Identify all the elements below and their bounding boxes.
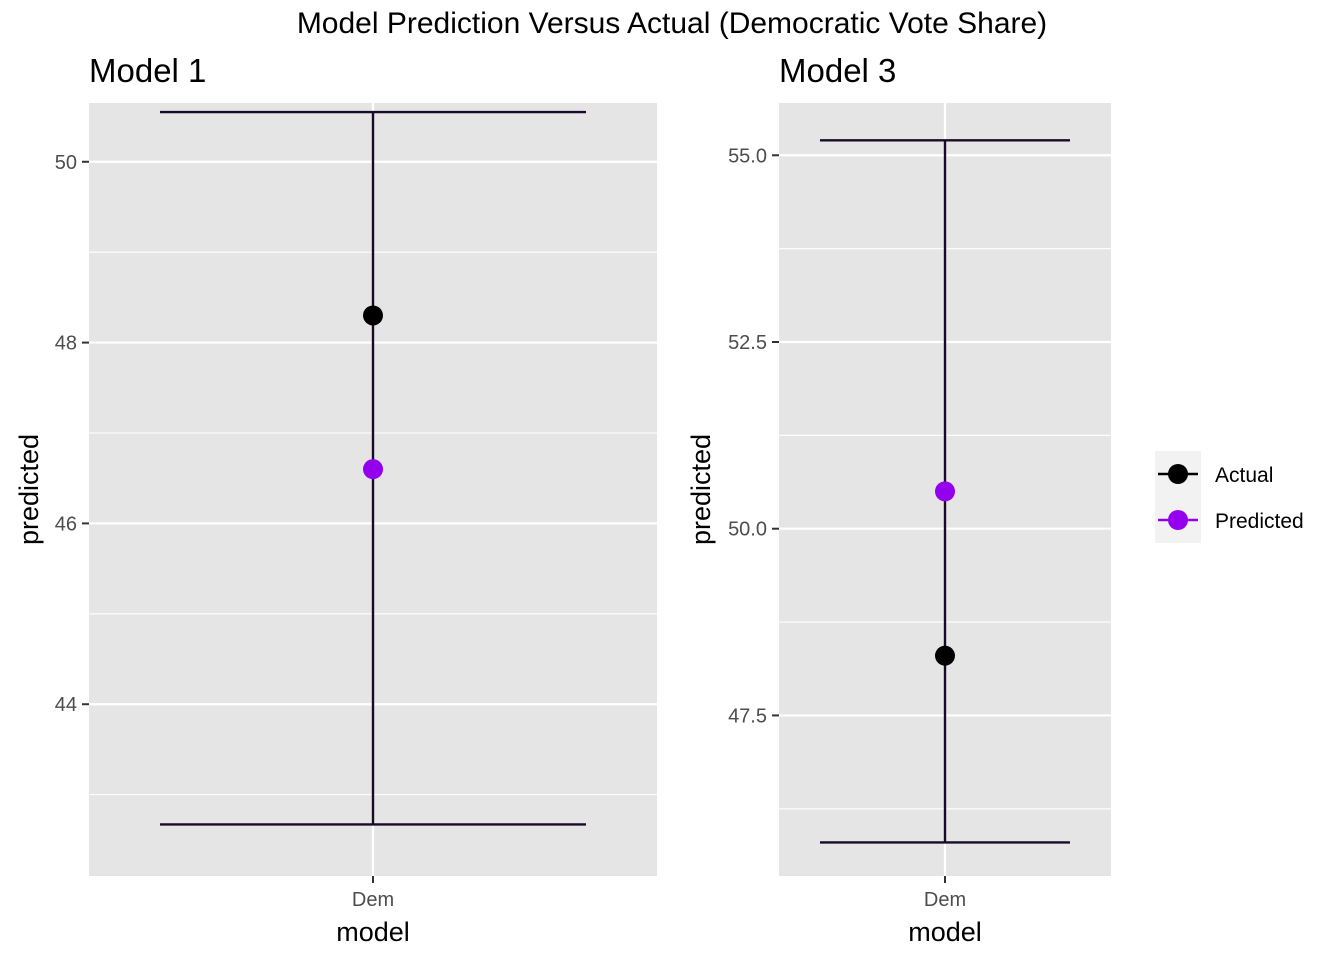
y-tick-label: 55.0 [728,145,767,167]
point-actual [363,305,383,326]
y-tick-label: 52.5 [728,332,767,354]
y-axis-title: predicted [686,434,716,545]
legend-key-point [1168,510,1188,530]
y-tick-label: 44 [55,694,77,716]
panels: 44 46 48 50 Dem Model 1 model predicted 47.5 50.0… [14,52,1111,947]
y-tick-label: 46 [55,513,77,535]
legend-label-predicted: Predicted [1215,510,1304,533]
x-tick-label: Dem [352,889,394,911]
legend: Actual Predicted [1155,451,1304,543]
panel-2: 47.5 50.0 52.5 55.0 Dem Model 3 model predicted [686,52,1111,947]
legend-label-actual: Actual [1215,464,1273,487]
y-tick-label: 50 [55,152,77,174]
panel-title: Model 1 [89,52,206,89]
panel-title: Model 3 [779,52,896,89]
chart-title: Model Prediction Versus Actual (Democrat… [297,7,1047,40]
panel-1: 44 46 48 50 Dem Model 1 model predicted [14,52,657,947]
x-axis-title: model [908,917,982,947]
y-tick-label: 47.5 [728,705,767,727]
y-axis-title: predicted [14,434,44,545]
y-tick-label: 48 [55,333,77,355]
point-actual [935,645,955,666]
x-axis-title: model [336,917,410,947]
x-tick-label: Dem [924,889,966,911]
point-predicted [935,481,955,502]
legend-key-point [1168,464,1188,484]
y-tick-label: 50.0 [728,519,767,541]
point-predicted [363,459,383,480]
